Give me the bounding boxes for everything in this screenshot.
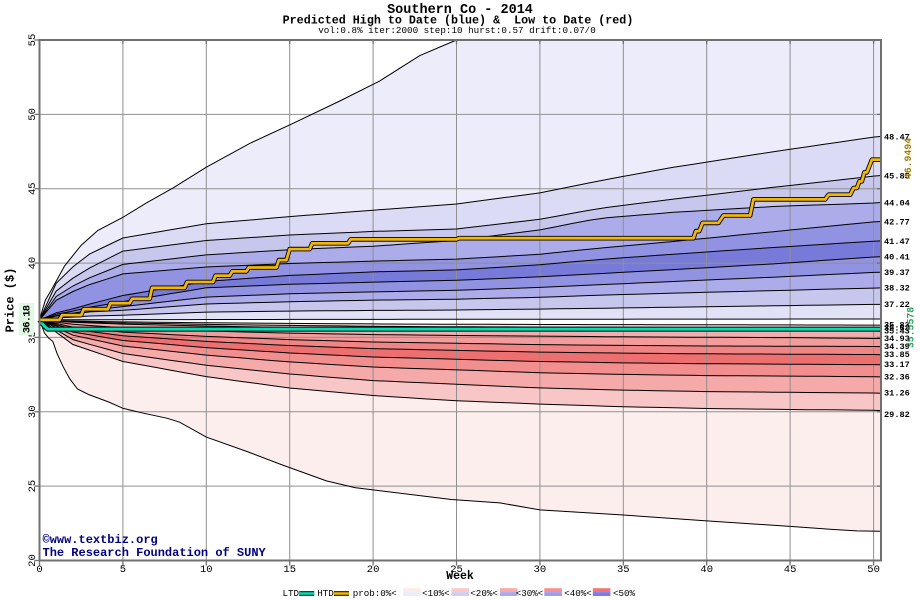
svg-text:20: 20 [367,564,380,576]
svg-text:30: 30 [534,564,547,576]
svg-text:Week: Week [446,570,474,583]
svg-text:40: 40 [27,257,39,270]
svg-text:50: 50 [27,108,39,121]
svg-text:39.37: 39.37 [884,268,910,278]
svg-text:29.82: 29.82 [884,410,910,420]
svg-text:25: 25 [450,564,463,576]
svg-text:Price ($): Price ($) [4,268,18,333]
svg-text:Southern Co - 2014: Southern Co - 2014 [387,3,533,18]
svg-text:<40%<: <40%< [564,588,592,599]
svg-text:45: 45 [27,182,39,195]
svg-text:©www.textbiz.org: ©www.textbiz.org [43,533,158,547]
svg-text:45: 45 [784,564,797,576]
svg-text:40: 40 [700,564,713,576]
svg-text:15: 15 [283,564,296,576]
svg-text:34.39: 34.39 [884,342,910,352]
svg-text:42.77: 42.77 [884,218,910,228]
svg-text:48.47: 48.47 [884,133,910,143]
svg-text:41.47: 41.47 [884,237,910,247]
svg-text:<20%<: <20%< [470,588,498,599]
svg-text:50: 50 [867,564,880,576]
svg-text:55: 55 [27,34,39,47]
svg-text:20: 20 [27,554,39,567]
svg-text:46.9494: 46.9494 [903,138,914,179]
svg-text:5: 5 [120,564,126,576]
svg-text:33.17: 33.17 [884,360,910,370]
svg-text:Predicted High to Date (blue): Predicted High to Date (blue) & Low to D… [283,14,634,28]
svg-text:44.04: 44.04 [884,199,910,209]
svg-text:The Research Foundation of SUN: The Research Foundation of SUNY [43,546,267,560]
svg-text:33.85: 33.85 [884,350,910,360]
svg-text:35.83: 35.83 [884,321,910,331]
svg-text:30: 30 [27,405,39,418]
svg-text:32.36: 32.36 [884,372,910,382]
svg-text:35.63: 35.63 [884,324,910,334]
svg-text:25: 25 [27,480,39,493]
svg-text:38.32: 38.32 [884,284,910,294]
svg-text:prob:0%<: prob:0%< [353,588,397,599]
svg-text:HTD: HTD [317,588,334,599]
svg-text:45.85: 45.85 [884,172,910,182]
svg-text:vol:0.8% iter:2000 step:10 hur: vol:0.8% iter:2000 step:10 hurst:0.57 dr… [318,25,596,36]
svg-text:35: 35 [617,564,630,576]
svg-text:0: 0 [36,564,42,576]
svg-text:31.26: 31.26 [884,389,910,399]
svg-text:34.93: 34.93 [884,334,910,344]
svg-text:35.5578: 35.5578 [906,307,917,348]
svg-text:36.18: 36.18 [22,305,34,333]
svg-text:<10%<: <10%< [422,588,450,599]
svg-text:35.43: 35.43 [884,327,910,337]
svg-text:<30%<: <30%< [516,588,544,599]
svg-text:40.41: 40.41 [884,253,910,263]
svg-text:10: 10 [200,564,213,576]
svg-text:LTD: LTD [283,588,300,599]
svg-text:37.22: 37.22 [884,300,910,310]
svg-text:<50%: <50% [613,588,636,599]
